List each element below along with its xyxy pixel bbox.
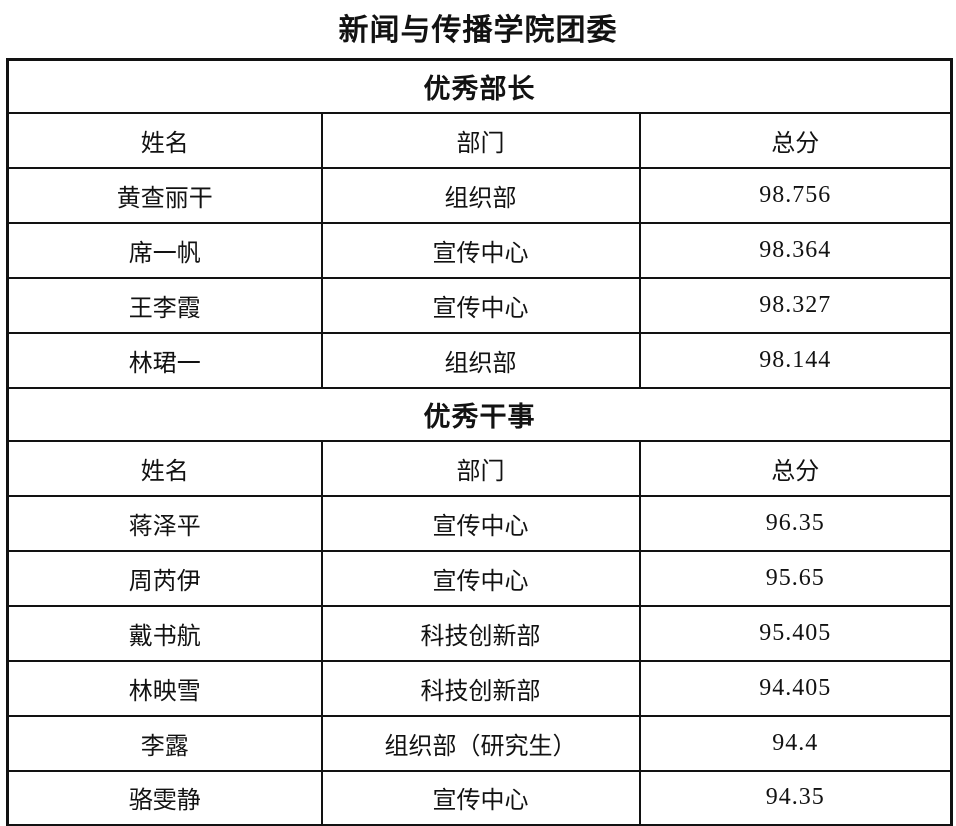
score-cell: 94.4 <box>638 714 953 772</box>
score-cell: 94.35 <box>638 769 953 826</box>
department-cell: 宣传中心 <box>320 276 641 334</box>
column-header-cell: 总分 <box>638 439 953 497</box>
score-cell: 95.405 <box>638 604 953 662</box>
score-cell: 96.35 <box>638 494 953 552</box>
table-row: 李露 组织部（研究生） 94.4 <box>6 714 953 772</box>
department-cell: 宣传中心 <box>320 549 641 607</box>
name-cell: 黄查丽干 <box>6 166 323 224</box>
table-row: 蒋泽平 宣传中心 96.35 <box>6 494 953 552</box>
department-cell: 组织部 <box>320 166 641 224</box>
table-row: 周芮伊 宣传中心 95.65 <box>6 549 953 607</box>
column-header-cell: 总分 <box>638 111 953 169</box>
section-title: 优秀部长 <box>6 58 953 114</box>
department-cell: 科技创新部 <box>320 604 641 662</box>
name-cell: 林映雪 <box>6 659 323 717</box>
score-cell: 98.144 <box>638 331 953 389</box>
section-header-row: 优秀部长 <box>6 58 953 114</box>
name-cell: 蒋泽平 <box>6 494 323 552</box>
column-header-cell: 姓名 <box>6 439 323 497</box>
name-cell: 林珺一 <box>6 331 323 389</box>
name-cell: 王李霞 <box>6 276 323 334</box>
department-cell: 科技创新部 <box>320 659 641 717</box>
score-cell: 98.327 <box>638 276 953 334</box>
column-header-row: 姓名 部门 总分 <box>6 439 953 497</box>
score-cell: 95.65 <box>638 549 953 607</box>
score-cell: 98.364 <box>638 221 953 279</box>
column-header-cell: 部门 <box>320 439 641 497</box>
department-cell: 宣传中心 <box>320 221 641 279</box>
table-row: 林映雪 科技创新部 94.405 <box>6 659 953 717</box>
name-cell: 周芮伊 <box>6 549 323 607</box>
department-cell: 宣传中心 <box>320 494 641 552</box>
score-cell: 94.405 <box>638 659 953 717</box>
name-cell: 戴书航 <box>6 604 323 662</box>
table-row: 王李霞 宣传中心 98.327 <box>6 276 953 334</box>
score-cell: 98.756 <box>638 166 953 224</box>
department-cell: 宣传中心 <box>320 769 641 826</box>
document-title: 新闻与传播学院团委 <box>338 14 618 47</box>
name-cell: 李露 <box>6 714 323 772</box>
table-row: 林珺一 组织部 98.144 <box>6 331 953 389</box>
table-row: 黄查丽干 组织部 98.756 <box>6 166 953 224</box>
section-header-row: 优秀干事 <box>6 386 953 442</box>
name-cell: 骆雯静 <box>6 769 323 826</box>
table-row: 戴书航 科技创新部 95.405 <box>6 604 953 662</box>
section-title: 优秀干事 <box>6 386 953 442</box>
column-header-cell: 部门 <box>320 111 641 169</box>
department-cell: 组织部 <box>320 331 641 389</box>
table-row: 席一帆 宣传中心 98.364 <box>6 221 953 279</box>
department-cell: 组织部（研究生） <box>320 714 641 772</box>
column-header-cell: 姓名 <box>6 111 323 169</box>
name-cell: 席一帆 <box>6 221 323 279</box>
awards-table-body: 优秀部长 姓名 部门 总分 黄查丽干 组织部 98.756 席一帆 宣传中心 98.364 王李霞宣… <box>6 58 953 826</box>
table-row: 骆雯静 宣传中心 94.35 <box>6 769 953 826</box>
awards-table: 优秀部长 姓名 部门 总分 黄查丽干 组织部 98.756 席一帆 宣传中心 98.364 王李霞宣… <box>6 58 954 826</box>
column-header-row: 姓名 部门 总分 <box>6 111 953 169</box>
